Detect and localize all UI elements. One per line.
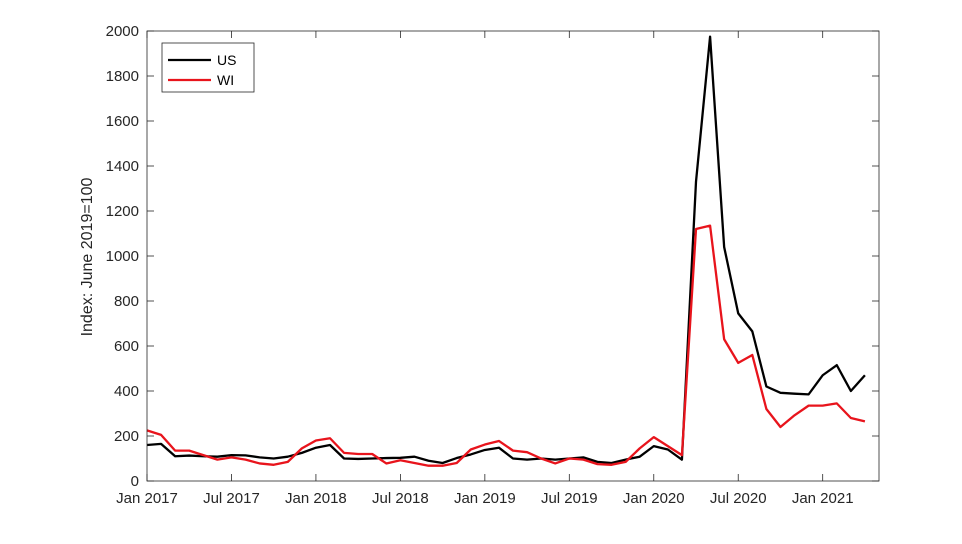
x-tick-label: Jul 2019: [541, 490, 598, 507]
legend-label-wi: WI: [217, 72, 234, 88]
y-tick-label: 400: [114, 383, 139, 400]
y-tick-label: 200: [114, 428, 139, 445]
y-tick-label: 1200: [106, 203, 139, 220]
series-line-wi: [146, 224, 866, 467]
x-tick-label: Jan 2019: [454, 490, 516, 507]
series-lines: [146, 35, 866, 467]
y-tick-label: 1800: [106, 68, 139, 85]
y-tick-label: 1000: [106, 248, 139, 265]
tick-marks: [146, 30, 879, 482]
y-axis-title: Index: June 2019=100: [79, 178, 96, 337]
x-tick-label: Jul 2020: [710, 490, 767, 507]
y-tick-label: 0: [131, 473, 139, 490]
plot-area: [147, 31, 879, 481]
y-tick-label: 1600: [106, 113, 139, 130]
y-tick-label: 1400: [106, 158, 139, 175]
y-tick-label: 800: [114, 293, 139, 310]
y-tick-label: 600: [114, 338, 139, 355]
legend: US WI: [161, 42, 255, 93]
x-tick-label: Jan 2021: [792, 490, 854, 507]
x-tick-labels: Jan 2017 Jul 2017 Jan 2018 Jul 2018 Jan 2019…: [116, 490, 853, 507]
series-line-us: [146, 35, 866, 465]
x-tick-label: Jul 2017: [203, 490, 260, 507]
x-tick-label: Jan 2018: [285, 490, 347, 507]
plot-background: [147, 31, 879, 481]
x-tick-label: Jul 2018: [372, 490, 429, 507]
y-tick-label: 2000: [106, 23, 139, 40]
legend-box: [161, 42, 255, 93]
x-tick-label: Jan 2020: [623, 490, 685, 507]
x-tick-label: Jan 2017: [116, 490, 178, 507]
y-tick-labels: 0 200 400 600 800 1000 1200 1400 1600 1800 2000: [106, 23, 139, 490]
legend-label-us: US: [217, 52, 236, 68]
